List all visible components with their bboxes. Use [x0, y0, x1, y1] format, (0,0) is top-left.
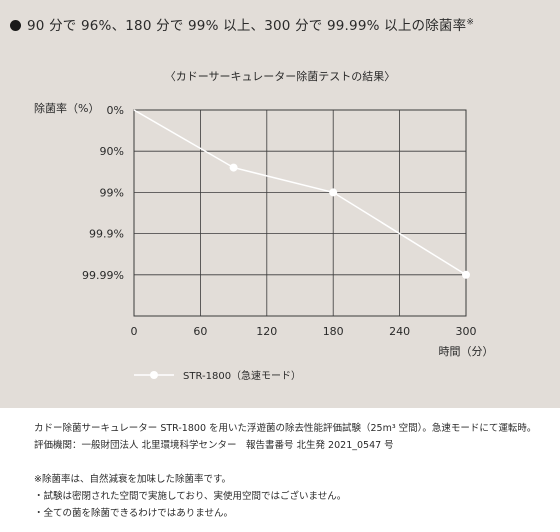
x-tick-label: 180: [323, 325, 344, 338]
headline-text: 90 分で 96%、180 分で 99% 以上、300 分で 99.99% 以上…: [27, 18, 467, 34]
reduction-chart: 〈カドーサーキュレーター除菌テストの結果〉 除菌率（%） 時間（分） 0% 90%…: [34, 69, 494, 382]
note-line-1: カドー除菌サーキュレーター STR-1800 を用いた浮遊菌の除去性能評価試験（…: [34, 423, 537, 434]
x-axis-label: 時間（分）: [439, 345, 494, 358]
bullet-dot-icon: [10, 20, 21, 31]
x-tick-labels: 0 60 120 180 240 300: [131, 325, 477, 338]
legend-marker: [150, 371, 158, 379]
chart-title: 〈カドーサーキュレーター除菌テストの結果〉: [165, 69, 396, 83]
note-line-4: ・試験は密閉された空間で実施しており、実使用空間ではございません。: [34, 491, 347, 502]
y-tick-labels: 0% 90% 99% 99.9% 99.99%: [82, 104, 124, 282]
notes-panel: [0, 408, 560, 532]
chart-legend: STR-1800（急速モード）: [134, 369, 301, 382]
y-tick-label: 99%: [100, 186, 124, 199]
y-tick-label: 0%: [107, 104, 124, 117]
note-line-2: 評価機関：一般財団法人 北里環境科学センター 報告書番号 北生発 2021_05…: [34, 440, 394, 451]
headline-note-mark: ※: [466, 17, 475, 28]
x-tick-label: 0: [131, 325, 138, 338]
chart-panel: [0, 0, 560, 408]
y-tick-label: 99.9%: [89, 228, 124, 241]
note-line-3: ※除菌率は、自然減衰を加味した除菌率です。: [34, 474, 232, 485]
y-tick-label: 99.99%: [82, 269, 124, 282]
y-tick-label: 90%: [100, 145, 124, 158]
y-axis-label: 除菌率（%）: [34, 101, 99, 115]
x-tick-label: 120: [256, 325, 277, 338]
x-tick-label: 60: [193, 325, 207, 338]
data-point: [329, 188, 338, 197]
data-point: [462, 270, 470, 279]
note-line-5: ・全ての菌を除菌できるわけではありません。: [34, 508, 234, 519]
x-tick-label: 300: [456, 325, 477, 338]
data-point: [229, 163, 238, 172]
x-tick-label: 240: [389, 325, 410, 338]
chart-series: [133, 109, 470, 279]
legend-label: STR-1800（急速モード）: [183, 369, 301, 382]
headline: 90 分で 96%、180 分で 99% 以上、300 分で 99.99% 以上…: [10, 14, 474, 34]
series-line: [133, 109, 467, 276]
plot-border: [133, 109, 467, 317]
chart-grid: [133, 109, 467, 317]
